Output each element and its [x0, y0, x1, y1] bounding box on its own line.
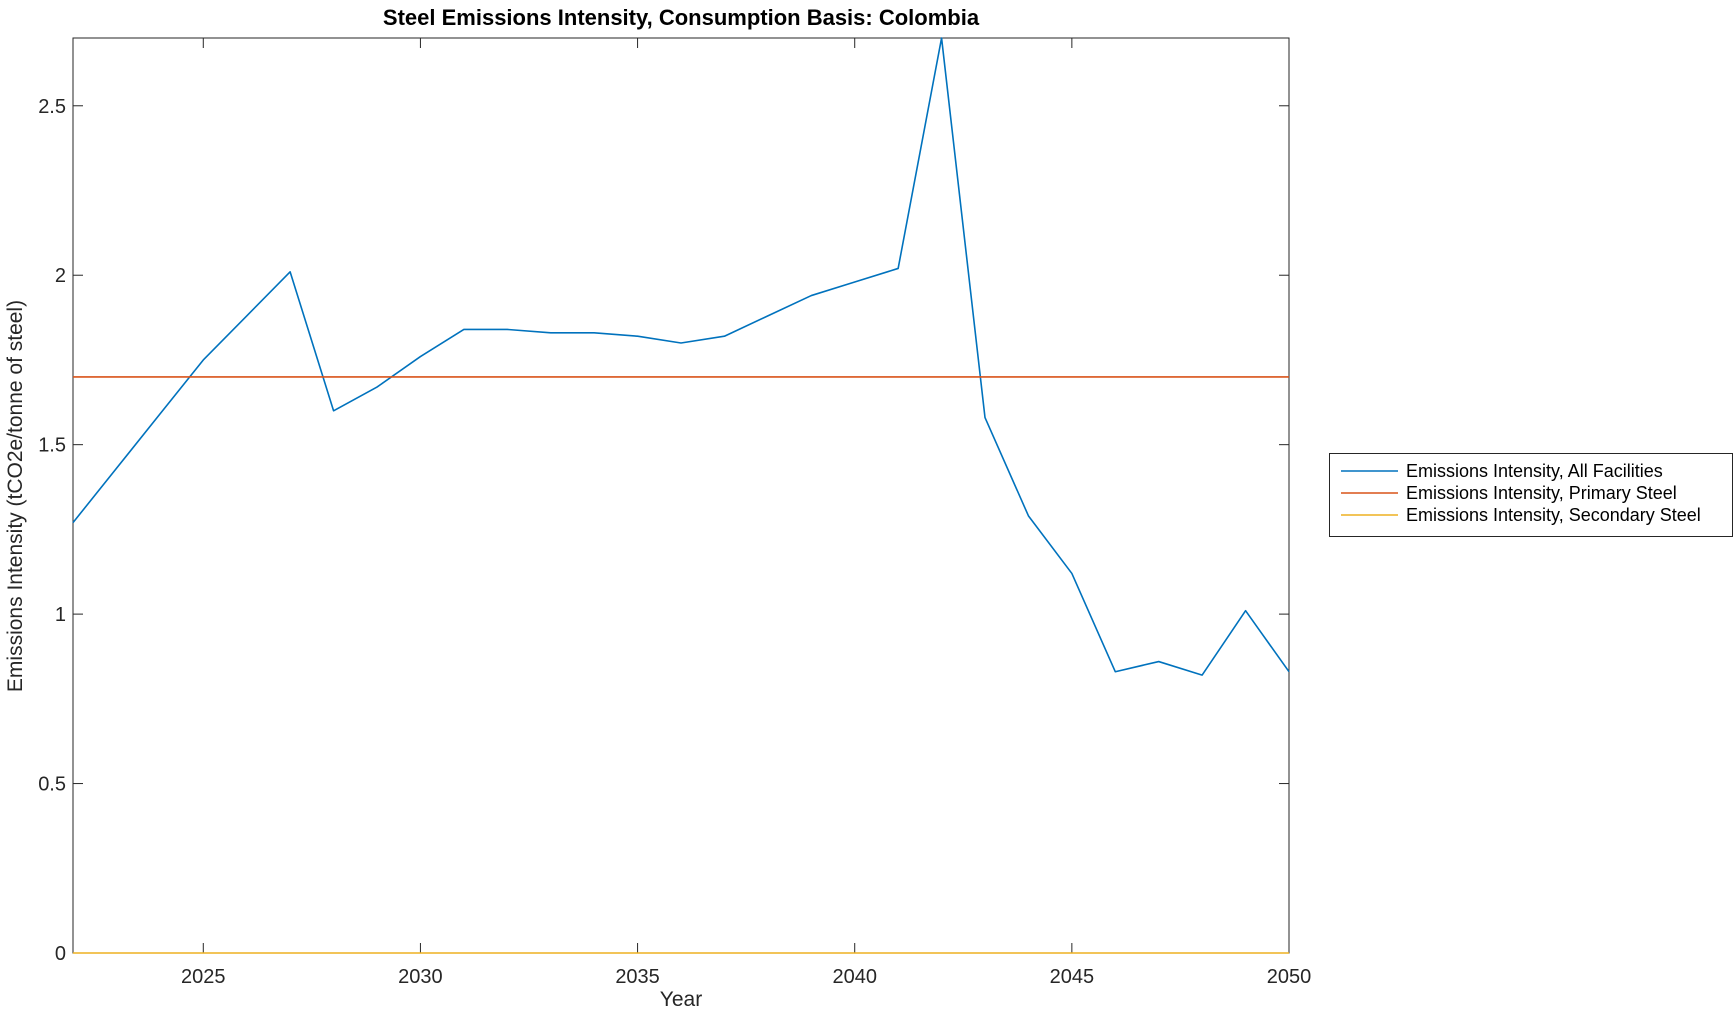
y-tick-label: 0.5 — [38, 774, 66, 796]
x-axis-label: Year — [660, 988, 702, 1011]
legend-item: Emissions Intensity, All Facilities — [1341, 461, 1663, 481]
y-tick-label: 0 — [55, 943, 66, 965]
series-layer — [72, 37, 1290, 954]
x-tick-label: 2035 — [615, 966, 660, 988]
legend: Emissions Intensity, All Facilities Emis… — [1329, 453, 1733, 537]
plot-area: 2025 2030 2035 2040 2045 2050 0 0.5 1 1.5 2 2.5 — [38, 37, 1312, 988]
series-line-0 — [72, 37, 1290, 676]
y-tick-label: 1 — [55, 604, 66, 626]
chart-title: Steel Emissions Intensity, Consumption B… — [383, 5, 980, 30]
x-tick-label: 2025 — [181, 966, 226, 988]
legend-label: Emissions Intensity, All Facilities — [1406, 461, 1663, 481]
legend-item: Emissions Intensity, Secondary Steel — [1341, 505, 1701, 525]
y-axis-label: Emissions Intensity (tCO2e/tonne of stee… — [4, 300, 27, 692]
legend-label: Emissions Intensity, Primary Steel — [1406, 483, 1677, 503]
x-tick-label: 2050 — [1267, 966, 1312, 988]
axes-box — [72, 37, 1290, 954]
x-tick-label: 2030 — [398, 966, 443, 988]
legend-item: Emissions Intensity, Primary Steel — [1341, 483, 1677, 503]
x-tick-label: 2040 — [832, 966, 877, 988]
legend-label: Emissions Intensity, Secondary Steel — [1406, 505, 1701, 525]
y-tick-label: 1.5 — [38, 435, 66, 457]
legend-box — [1329, 453, 1733, 537]
x-tick-label: 2045 — [1050, 966, 1095, 988]
y-tick-label: 2 — [55, 265, 66, 287]
y-tick-label: 2.5 — [38, 96, 66, 118]
